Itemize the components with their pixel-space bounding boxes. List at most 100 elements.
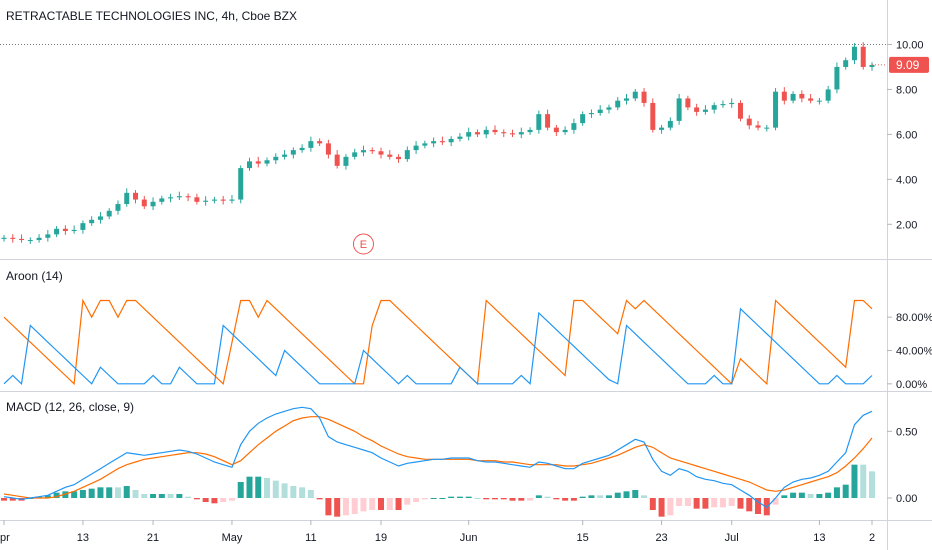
candle-body <box>439 141 445 143</box>
candle-body <box>492 129 498 133</box>
last-price-label: 9.09 <box>889 56 929 73</box>
candle-body <box>54 228 60 235</box>
macd-histogram-bar <box>693 498 700 509</box>
candle-body <box>352 152 358 157</box>
candle-body <box>641 91 647 103</box>
candle-body <box>659 127 665 130</box>
candle-body <box>378 151 384 155</box>
candle-body <box>150 201 156 207</box>
macd-histogram-bar <box>527 498 534 501</box>
macd-histogram-bar <box>842 484 849 498</box>
macd-histogram-bar <box>88 488 95 498</box>
time-tick-label: 13 <box>77 532 89 544</box>
macd-histogram-bar <box>9 498 16 501</box>
macd-histogram-bar <box>465 496 472 498</box>
candle-body <box>71 229 77 232</box>
macd-histogram-bar <box>439 498 446 499</box>
candle-body <box>457 136 463 139</box>
time-tick-label: 23 <box>655 532 667 544</box>
time-tick-label: Jun <box>460 532 478 544</box>
candle-body <box>860 46 866 67</box>
macd-histogram-bar <box>491 498 498 500</box>
macd-histogram-bar <box>746 498 753 512</box>
candle-body <box>369 150 375 152</box>
candle-body <box>89 219 95 224</box>
price-tick-label: 4.00 <box>896 174 917 186</box>
candle-body <box>562 129 568 133</box>
macd-histogram-bar <box>570 498 577 501</box>
macd-histogram-bar <box>220 498 227 502</box>
price-tick-label: 2.00 <box>896 219 917 231</box>
price-tick-label: 10.00 <box>896 39 924 51</box>
macd-histogram-bar <box>342 498 349 516</box>
time-tick-label: Jul <box>725 532 739 544</box>
candle-body <box>194 197 200 202</box>
candle-body <box>650 102 656 130</box>
macd-histogram-bar <box>413 498 420 502</box>
macd-histogram-bar <box>167 494 174 498</box>
macd-histogram-bar <box>535 495 542 498</box>
earnings-marker[interactable]: E <box>352 233 374 255</box>
time-tick-label: pr <box>0 532 10 544</box>
macd-histogram-bar <box>772 498 779 505</box>
macd-histogram-bar <box>579 496 586 498</box>
macd-histogram-bar <box>211 498 218 504</box>
candle-body <box>816 100 822 102</box>
candle-body <box>360 150 366 153</box>
macd-histogram-bar <box>307 490 314 498</box>
macd-histogram-bar <box>728 498 735 506</box>
candle-body <box>755 125 761 128</box>
macd-histogram-bar <box>597 495 604 498</box>
candle-body <box>273 156 279 161</box>
candle-body <box>97 216 103 220</box>
candle-body <box>317 141 323 144</box>
candle-body <box>106 210 112 217</box>
macd-histogram-bar <box>53 492 60 498</box>
macd-histogram-bar <box>641 495 648 498</box>
macd-histogram-bar <box>299 487 306 498</box>
candle-body <box>387 154 393 157</box>
candle-body <box>168 197 174 199</box>
macd-histogram-bar <box>500 498 507 500</box>
macd-histogram-bar <box>255 476 262 498</box>
candle-body <box>115 204 121 211</box>
price-tick-label: 6.00 <box>896 129 917 141</box>
macd-histogram-bar <box>369 498 376 510</box>
candle-body <box>282 154 288 157</box>
macd-histogram-bar <box>448 496 455 498</box>
macd-series <box>3 406 873 509</box>
candlestick-series <box>1 42 875 244</box>
macd-histogram-bar <box>860 464 867 498</box>
macd-histogram-bar <box>816 494 823 498</box>
macd-histogram-bar <box>553 498 560 500</box>
macd-histogram-bar <box>132 490 139 498</box>
candle-body <box>615 100 621 108</box>
macd-histogram-bar <box>62 491 69 498</box>
aroon-series <box>3 298 873 386</box>
candle-body <box>510 133 516 135</box>
macd-histogram-bar <box>237 482 244 498</box>
candle-body <box>246 161 252 169</box>
candle-body <box>588 113 594 115</box>
candle-body <box>799 93 805 99</box>
macd-histogram-bar <box>833 487 840 498</box>
candle-body <box>141 199 147 207</box>
macd-histogram-bar <box>193 498 200 500</box>
candle-body <box>737 102 743 119</box>
aroon-axis-ticks: 0.00% 40.00% 80.00% <box>887 312 932 391</box>
candle-body <box>834 66 840 90</box>
candle-body <box>773 91 779 128</box>
candle-body <box>413 145 419 151</box>
candle-body <box>220 199 226 201</box>
macd-histogram <box>1 464 875 517</box>
candle-body <box>702 109 708 112</box>
macd-histogram-bar <box>825 492 832 498</box>
candle-body <box>474 132 480 135</box>
aroon-down-line <box>3 307 873 386</box>
candle-body <box>545 114 551 128</box>
candle-body <box>667 120 673 128</box>
candle-body <box>255 161 261 164</box>
macd-histogram-bar <box>71 491 78 498</box>
earnings-badge-circle[interactable] <box>352 233 374 255</box>
candle-body <box>746 118 752 126</box>
